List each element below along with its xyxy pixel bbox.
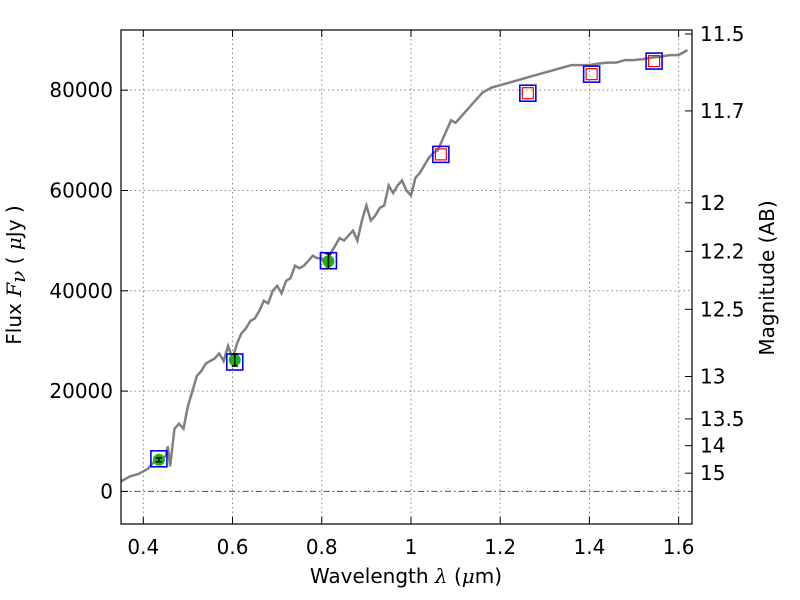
y-tick-label: 20000 [49,379,113,403]
right-tick-label: 12.5 [700,297,745,321]
x-tick-label: 0.4 [127,535,159,559]
right-axis-label: Magnitude (AB) [755,200,779,355]
y-tick-label: 0 [100,479,113,503]
y-tick-label: 40000 [49,279,113,303]
model-spectrum-layer [120,49,689,483]
synthetic-photometry-square [150,450,168,468]
synthetic-photometry-inner-square [521,87,534,100]
synthetic-photometry-inner-square [647,54,661,68]
synthetic-photometry-square [432,145,450,164]
synthetic-photometry-square [645,52,663,70]
synthetic-photometry-inner-square [434,148,447,161]
synthetic-photometry-square [519,84,537,102]
x-tick-label: 1.4 [573,535,605,559]
x-tick-label: 1.2 [484,535,516,559]
x-tick-label: 1 [405,535,418,559]
plot-frame [120,29,693,525]
right-tick-label: 15 [700,461,725,485]
y-tick-label: 60000 [49,178,113,202]
right-tick-label: 14 [700,434,725,458]
y-axis-label: Flux Fν ( μJy ) [2,205,30,344]
marker-layer [150,52,663,468]
x-tick-label: 0.6 [217,535,249,559]
right-tick-label: 11.7 [700,99,745,123]
synthetic-photometry-inner-square [585,68,598,81]
grid-layer [121,30,692,524]
synthetic-photometry-square [582,65,601,83]
x-tick-label: 1.6 [663,535,695,559]
x-tick-label: 0.8 [306,535,338,559]
right-tick-label: 11.5 [700,22,745,46]
tick-layer: 0.4 0.6 0.8 1 1.2 1.4 1.6 0 20000 40000 60000 80000… [49,22,744,559]
model-spectrum-line [120,49,689,483]
x-axis-label: Wavelength λ (μm) [310,564,502,588]
right-tick-label: 12 [700,191,725,215]
y-tick-label: 80000 [49,78,113,102]
right-tick-label: 13 [700,365,725,389]
right-tick-label: 12.2 [700,239,745,263]
right-tick-label: 13.5 [700,407,745,431]
